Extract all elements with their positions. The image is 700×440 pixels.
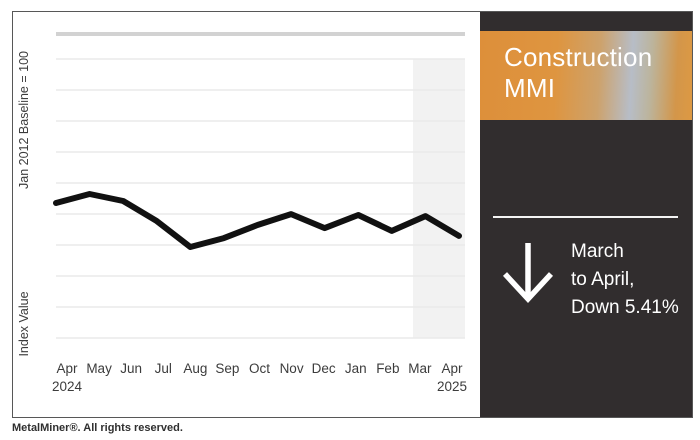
x-year-label-last: 2025 xyxy=(437,379,467,394)
banner-title-line1: Construction xyxy=(504,42,653,72)
x-tick-label: Nov xyxy=(280,361,304,376)
x-tick-label: Dec xyxy=(312,361,336,376)
y-axis-note: Jan 2012 Baseline = 100 xyxy=(17,51,31,189)
change-line-2: to April, xyxy=(571,269,635,290)
mmi-card: Apr May Jun Jul Aug Sep Oct Nov Dec Jan Feb Mar Apr 2… xyxy=(12,11,693,418)
divider-line xyxy=(493,216,678,218)
x-tick-label: Jun xyxy=(120,361,142,376)
highlight-band xyxy=(413,59,465,338)
banner-title-line2: MMI xyxy=(504,73,556,103)
change-line-3: Down 5.41% xyxy=(571,297,679,318)
mmi-line-chart: Apr May Jun Jul Aug Sep Oct Nov Dec Jan Feb Mar Apr 2… xyxy=(17,32,467,394)
change-line-1: March xyxy=(571,241,624,262)
y-axis-label: Index Value xyxy=(17,291,31,356)
change-text: March to April, Down 5.41% xyxy=(571,238,679,322)
info-panel: Construction MMI March to April, Down 5.… xyxy=(480,12,692,417)
copyright-text: MetalMiner®. All rights reserved. xyxy=(12,422,183,434)
change-summary: March to April, Down 5.41% xyxy=(500,238,679,322)
x-tick-label: Sep xyxy=(215,361,239,376)
x-year-label-first: 2024 xyxy=(52,379,83,394)
x-tick-label: Apr xyxy=(56,361,78,376)
banner: Construction MMI xyxy=(480,31,692,120)
x-tick-label: Oct xyxy=(249,361,270,376)
x-tick-label: Jul xyxy=(155,361,172,376)
chart-area: Apr May Jun Jul Aug Sep Oct Nov Dec Jan Feb Mar Apr 2… xyxy=(13,12,480,417)
index-line xyxy=(53,191,462,250)
x-tick-label: Mar xyxy=(408,361,432,376)
x-tick-label: Feb xyxy=(376,361,399,376)
arrow-down-icon xyxy=(502,243,554,304)
x-tick-label: Apr xyxy=(441,361,463,376)
x-tick-label: Aug xyxy=(183,361,207,376)
x-tick-label: Jan xyxy=(345,361,367,376)
x-tick-label: May xyxy=(86,361,112,376)
